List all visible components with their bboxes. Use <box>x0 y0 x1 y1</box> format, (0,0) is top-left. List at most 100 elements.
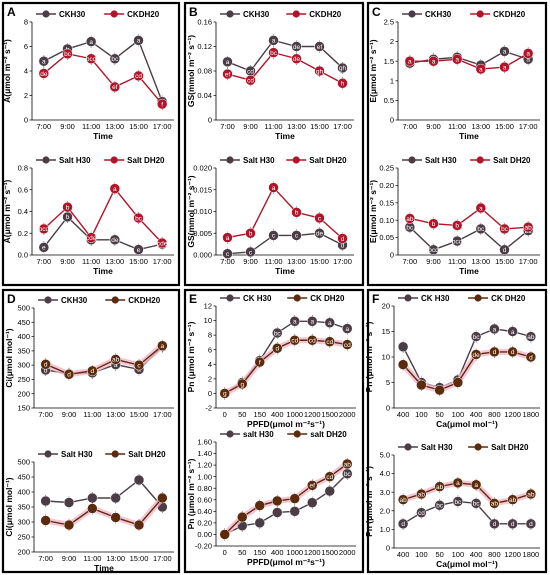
y-tick-label: 0.5 <box>384 96 394 105</box>
significance-label: a <box>479 205 483 212</box>
x-tick-label: 15:00 <box>495 257 514 266</box>
data-point <box>434 384 445 396</box>
data-point <box>237 378 248 390</box>
data-point <box>397 518 409 530</box>
x-tick-label: 15:00 <box>495 122 514 131</box>
y-axis-title: E(μmol m⁻² s⁻¹) <box>368 180 378 243</box>
data-point <box>434 481 445 492</box>
data-point <box>507 346 518 358</box>
x-tick-label: 13:00 <box>471 122 490 131</box>
significance-label: a <box>226 59 230 66</box>
significance-label: h <box>341 81 345 88</box>
panel-label-C: C <box>372 5 381 19</box>
x-tick-label: 7:00 <box>38 554 53 563</box>
data-point <box>307 497 318 508</box>
chart-D-top: 150 200 250 300 350 400 450 500 7:00 9:00 11:00 13:… <box>4 296 174 419</box>
y-axis-title: Pn (μmol m⁻² s⁻¹) <box>364 321 374 392</box>
significance-label: ef <box>225 71 231 78</box>
x-tick-label: 400 <box>470 410 483 419</box>
data-point <box>289 316 300 327</box>
significance-label: ab <box>406 216 414 223</box>
legend-marker <box>42 10 50 18</box>
x-tick-label: 11:00 <box>448 257 466 266</box>
significance-label: ab <box>418 491 426 498</box>
x-tick-label: 13:00 <box>105 122 124 131</box>
data-point <box>428 218 439 229</box>
data-point <box>324 471 335 482</box>
y-tick-label: 2 <box>24 91 28 100</box>
data-point <box>110 492 121 504</box>
data-point <box>324 485 335 497</box>
x-tick-label: 400 <box>271 548 284 557</box>
x-tick-label: 50 <box>238 410 246 419</box>
significance-label: c <box>318 215 322 222</box>
y-tick-label: 2.5 <box>384 18 394 27</box>
data-point <box>314 41 325 52</box>
legend-label: CK DH20 <box>310 294 345 303</box>
legend-label: salt H30 <box>243 430 274 439</box>
x-tick-label: 1800 <box>523 410 540 419</box>
data-point <box>87 492 98 504</box>
x-tick-label: 1500 <box>321 410 338 419</box>
significance-label: a <box>42 59 46 66</box>
x-tick-label: 1200 <box>504 410 521 419</box>
y-tick-label: 0.20 <box>197 518 212 527</box>
significance-label: d <box>67 372 71 379</box>
y-tick-label: 0 <box>386 544 390 553</box>
x-tick-label: 13:00 <box>287 257 306 266</box>
legend-label: Salt H30 <box>243 156 275 165</box>
significance-label: a <box>503 49 507 56</box>
legend-label: salt DH20 <box>310 430 347 439</box>
data-point <box>314 212 325 224</box>
x-tick-label: 11:00 <box>82 122 100 131</box>
x-tick-label: 400 <box>470 550 483 559</box>
legend-marker <box>404 294 412 302</box>
x-tick-label: 11:00 <box>264 122 282 131</box>
legend-label: Salt DH20 <box>491 443 529 452</box>
significance-label: ab <box>525 224 533 231</box>
data-point <box>525 351 537 363</box>
y-tick-label: 4.0 <box>380 469 390 478</box>
x-tick-label: 100 <box>452 410 465 419</box>
significance-label: bc <box>473 334 481 341</box>
x-tick-label: 9:00 <box>243 122 258 131</box>
data-point <box>63 497 75 508</box>
x-tick-label: 9:00 <box>243 257 258 266</box>
data-point <box>109 234 121 246</box>
x-tick-label: 17:00 <box>153 257 172 266</box>
data-point <box>324 336 335 347</box>
data-point <box>499 244 510 256</box>
data-point <box>109 183 121 194</box>
y-tick-label: 5 <box>386 378 390 387</box>
x-tick-label: 50 <box>238 548 246 557</box>
panel-label-E: E <box>189 292 197 306</box>
x-tick-label: 7:00 <box>403 122 418 131</box>
data-point <box>452 377 464 388</box>
significance-label: d <box>511 521 515 528</box>
data-point <box>222 232 233 243</box>
y-tick-label: 20 <box>382 302 390 311</box>
significance-label: g <box>240 381 244 388</box>
data-point <box>133 359 145 371</box>
y-tick-label: 1.40 <box>197 449 212 458</box>
chart-E-top: -2 0 2 4 6 8 10 12 0 50 150 400 1000 1200 1500 2000 PPFD… <box>186 294 356 429</box>
x-tick-label: 11:00 <box>82 257 100 266</box>
significance-label: d <box>91 368 95 375</box>
significance-label: de <box>111 237 119 244</box>
data-point <box>254 356 265 368</box>
significance-label: a <box>456 480 460 487</box>
significance-label: cd <box>418 510 425 517</box>
x-tick-label: 400 <box>397 550 410 559</box>
legend-label: Salt H30 <box>425 156 457 165</box>
data-point <box>272 495 283 507</box>
significance-label: c <box>226 251 230 258</box>
significance-label: a <box>479 66 483 73</box>
significance-label: f <box>259 359 261 366</box>
data-point <box>156 98 168 110</box>
significance-label: ab <box>491 501 499 508</box>
panel-frame-C <box>366 1 548 287</box>
y-tick-label: 0.16 <box>197 18 212 27</box>
data-point <box>222 68 233 80</box>
legend-marker <box>476 156 484 164</box>
